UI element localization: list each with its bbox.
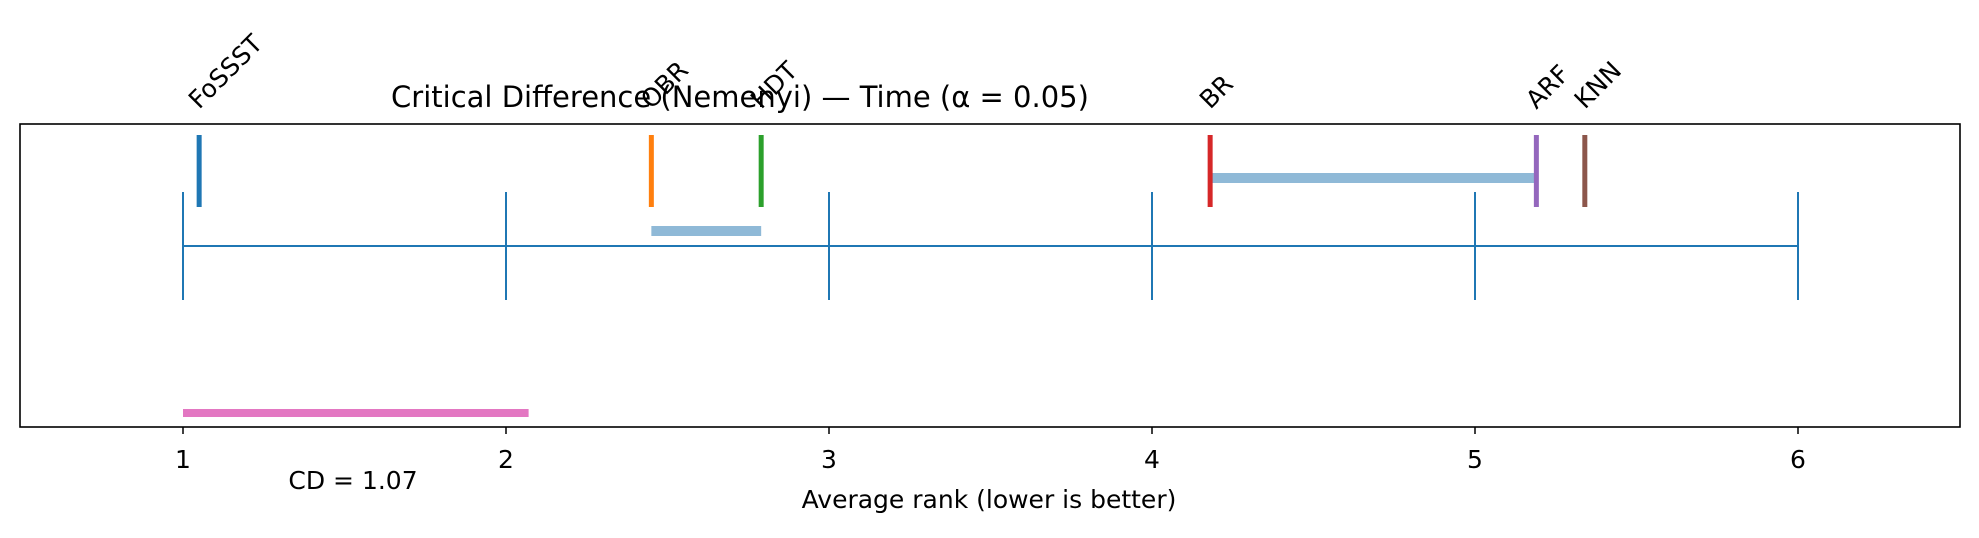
method-markers [196,135,1588,207]
x-tick-label-5: 5 [1467,445,1483,474]
method-label-arf: ARF [1520,59,1575,114]
x-tick-label-3: 3 [821,445,837,474]
method-label-fossst: FoSSST [183,28,269,114]
x-tick-label-4: 4 [1144,445,1160,474]
cd-label: CD = 1.07 [288,466,417,495]
x-axis-label: Average rank (lower is better) [802,485,1177,514]
clique-bars [651,173,1537,236]
method-label-knn: KNN [1569,56,1628,115]
method-label-br: BR [1194,69,1239,114]
x-tick-label-2: 2 [498,445,514,474]
chart-title: Critical Difference (Nemenyi) — Time (α … [391,80,1089,114]
x-tick-labels: 1 2 3 4 5 6 [175,427,1806,474]
x-tick-label-6: 6 [1790,445,1806,474]
x-tick-label-1: 1 [175,445,191,474]
plot-frame [19,123,1961,428]
